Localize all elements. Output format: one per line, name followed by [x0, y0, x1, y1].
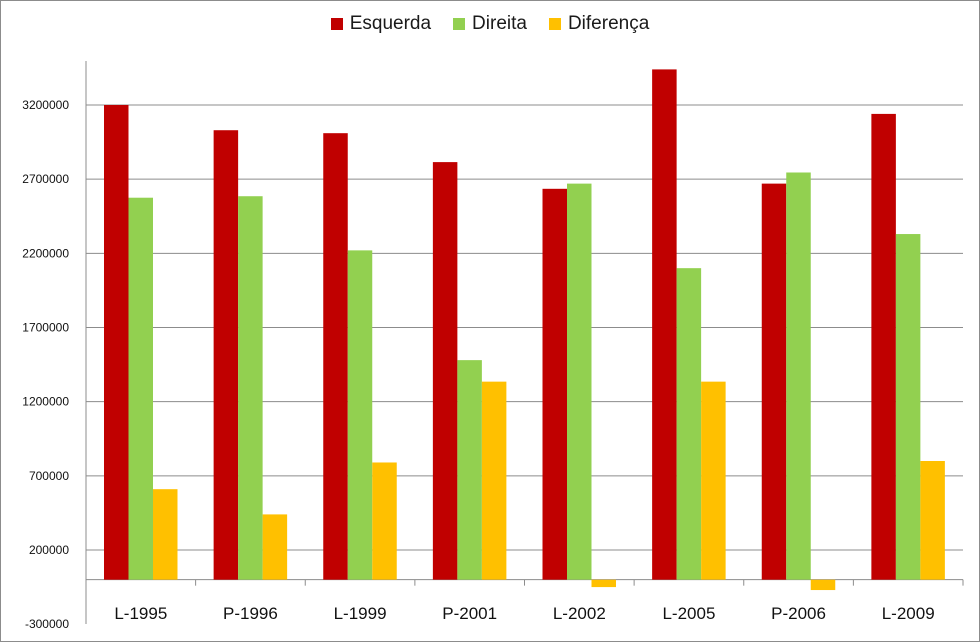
- x-category-label: L-2009: [882, 604, 935, 623]
- y-tick-label: 1700000: [22, 321, 69, 335]
- y-tick-label: 2700000: [22, 172, 69, 186]
- y-tick-label: 2200000: [22, 246, 69, 260]
- bar-esquerda-l-1995: [104, 105, 129, 580]
- bar-esquerda-l-1999: [323, 133, 348, 580]
- bar-diferena-l-1995: [153, 489, 178, 580]
- legend-swatch-esquerda: [330, 18, 343, 30]
- chart-legend: Esquerda Direita Diferença: [1, 13, 979, 35]
- bar-direita-p-2001: [457, 360, 482, 580]
- y-tick-label: -300000: [25, 617, 69, 631]
- bar-diferena-p-1996: [262, 514, 288, 580]
- bar-diferena-p-2006: [810, 579, 836, 591]
- bar-direita-p-2006: [786, 172, 811, 580]
- x-category-label: P-2001: [442, 604, 497, 623]
- bar-diferena-p-2001: [481, 381, 507, 580]
- bar-direita-p-1996: [238, 196, 263, 580]
- legend-label-diferenca: Diferença: [567, 13, 650, 34]
- x-category-label: L-1999: [334, 604, 387, 623]
- legend-label-esquerda: Esquerda: [349, 13, 432, 34]
- bar-diferena-l-1999: [372, 462, 397, 580]
- y-tick-label: 700000: [29, 469, 69, 483]
- bar-esquerda-p-2006: [761, 183, 787, 580]
- bar-direita-l-2009: [895, 234, 921, 580]
- bar-diferena-l-2005: [701, 381, 726, 580]
- bar-esquerda-p-1996: [213, 130, 239, 580]
- bar-direita-l-2005: [676, 268, 702, 580]
- bar-direita-l-2002: [567, 183, 592, 580]
- legend-item-esquerda: Esquerda: [330, 13, 432, 35]
- bar-esquerda-l-2002: [542, 188, 567, 580]
- bar-esquerda-l-2005: [652, 69, 677, 580]
- bar-direita-l-1999: [347, 250, 373, 580]
- y-tick-label: 1200000: [22, 395, 69, 409]
- bar-diferena-l-2009: [920, 461, 945, 580]
- legend-item-diferenca: Diferença: [548, 13, 650, 35]
- x-category-label: P-2006: [771, 604, 826, 623]
- x-category-label: P-1996: [223, 604, 278, 623]
- bar-direita-l-1995: [128, 197, 153, 580]
- x-category-label: L-2002: [553, 604, 606, 623]
- bar-esquerda-p-2001: [432, 162, 458, 580]
- x-category-label: L-1995: [114, 604, 167, 623]
- x-category-label: L-2005: [662, 604, 715, 623]
- legend-swatch-direita: [453, 18, 466, 30]
- bar-esquerda-l-2009: [871, 113, 896, 580]
- y-tick-label: 200000: [29, 543, 69, 557]
- bar-diferena-l-2002: [591, 579, 616, 588]
- y-tick-label: 3200000: [22, 98, 69, 112]
- legend-item-direita: Direita: [453, 13, 527, 35]
- legend-swatch-diferenca: [548, 18, 561, 30]
- legend-label-direita: Direita: [472, 13, 527, 34]
